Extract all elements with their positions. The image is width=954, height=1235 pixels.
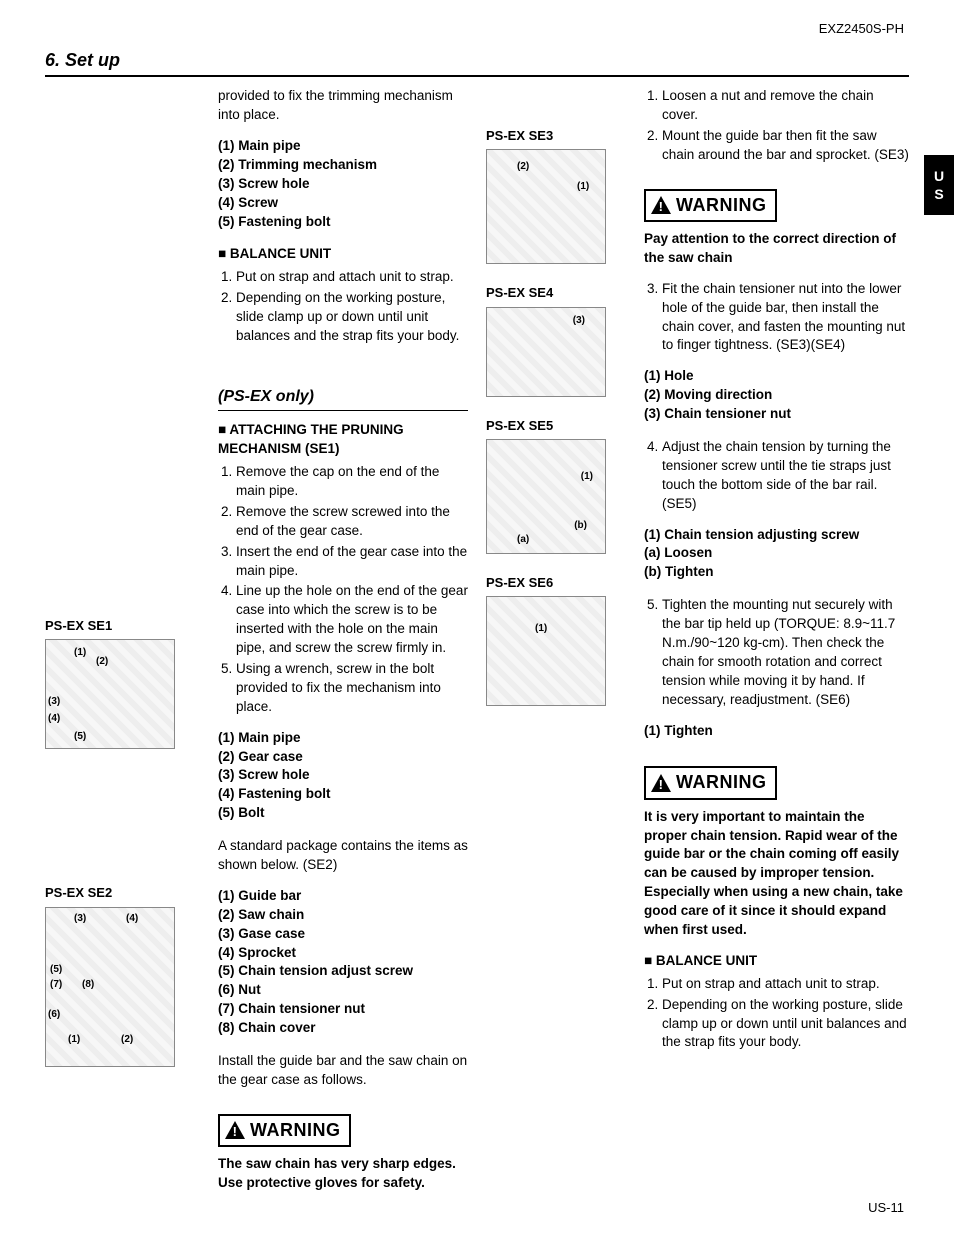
install-step-4: Adjust the chain tension by turning the … [644, 438, 909, 514]
warning-label: WARNING [676, 193, 767, 218]
warning-icon: ! [650, 773, 672, 793]
text-column-2: Loosen a nut and remove the chain cover.… [644, 87, 909, 1199]
step-item: Adjust the chain tension by turning the … [662, 438, 909, 514]
step-item: Remove the cap on the end of the main pi… [236, 463, 468, 501]
psex-title: (PS-EX only) [218, 386, 468, 411]
figure-label: PS-EX SE5 [486, 417, 626, 435]
figure-se6: PS-EX SE6 (1) [486, 574, 626, 706]
figure-se1: PS-EX SE1 (1) (2) (3) (4) (5) [45, 617, 200, 749]
left-figure-column: PS-EX SE1 (1) (2) (3) (4) (5) PS-EX SE2 … [45, 87, 200, 1199]
figure-image: (3) (4) (5) (7) (8) (6) (1) (2) [45, 907, 175, 1067]
parts-list-e: (1) Chain tension adjusting screw (a) Lo… [644, 526, 909, 583]
parts-list-c: (1) Guide bar (2) Saw chain (3) Gase cas… [218, 887, 468, 1038]
figure-se5: PS-EX SE5 (1) (a) (b) [486, 417, 626, 554]
intro-text: provided to fix the trimming mechanism i… [218, 87, 468, 125]
step-item: Insert the end of the gear case into the… [236, 543, 468, 581]
figure-label: PS-EX SE2 [45, 884, 200, 902]
parts-list-a: (1) Main pipe (2) Trimming mechanism (3)… [218, 137, 468, 231]
side-tab: US [924, 155, 954, 215]
document-id: EXZ2450S-PH [819, 20, 904, 38]
figure-label: PS-EX SE6 [486, 574, 626, 592]
attach-heading: ATTACHING THE PRUNING MECHANISM (SE1) [218, 421, 468, 459]
step-item: Put on strap and attach unit to strap. [662, 975, 909, 994]
page-number: US-11 [868, 1199, 904, 1217]
install-intro: Install the guide bar and the saw chain … [218, 1052, 468, 1090]
step-item: Line up the hole on the end of the gear … [236, 582, 468, 658]
step-item: Tighten the mounting nut securely with t… [662, 596, 909, 709]
figure-se3: PS-EX SE3 (2) (1) [486, 127, 626, 264]
warning-box: ! WARNING [218, 1114, 351, 1147]
figure-image: (1) (a) (b) [486, 439, 606, 554]
step-item: Mount the guide bar then fit the saw cha… [662, 127, 909, 165]
step-item: Depending on the working posture, slide … [236, 289, 468, 346]
warning-text: Pay attention to the correct direction o… [644, 230, 909, 268]
figure-image: (1) (2) (3) (4) (5) [45, 639, 175, 749]
warning-icon: ! [224, 1120, 246, 1140]
warning-icon: ! [650, 195, 672, 215]
section-title: 6. Set up [45, 48, 909, 77]
balance-heading: BALANCE UNIT [644, 952, 909, 971]
install-steps-a: Loosen a nut and remove the chain cover.… [644, 87, 909, 165]
text-column-1: provided to fix the trimming mechanism i… [218, 87, 468, 1199]
package-intro: A standard package contains the items as… [218, 837, 468, 875]
figure-image: (2) (1) [486, 149, 606, 264]
balance-steps: Put on strap and attach unit to strap. D… [644, 975, 909, 1053]
figure-label: PS-EX SE1 [45, 617, 200, 635]
balance-heading: BALANCE UNIT [218, 245, 468, 264]
warning-box: ! WARNING [644, 766, 777, 799]
install-step-5: Tighten the mounting nut securely with t… [644, 596, 909, 709]
figure-se2: PS-EX SE2 (3) (4) (5) (7) (8) (6) (1) (2… [45, 884, 200, 1066]
svg-text:!: ! [659, 199, 664, 214]
balance-steps: Put on strap and attach unit to strap. D… [218, 268, 468, 346]
warning-label: WARNING [676, 770, 767, 795]
figure-image: (3) [486, 307, 606, 397]
figure-label: PS-EX SE4 [486, 284, 626, 302]
step-item: Remove the screw screwed into the end of… [236, 503, 468, 541]
page-body: PS-EX SE1 (1) (2) (3) (4) (5) PS-EX SE2 … [45, 87, 909, 1199]
step-item: Using a wrench, screw in the bolt provid… [236, 660, 468, 717]
step-item: Fit the chain tensioner nut into the low… [662, 280, 909, 356]
step-item: Put on strap and attach unit to strap. [236, 268, 468, 287]
parts-list-f: (1) Tighten [644, 722, 909, 741]
svg-text:!: ! [659, 777, 664, 792]
warning-text: It is very important to maintain the pro… [644, 808, 909, 940]
svg-text:!: ! [233, 1124, 238, 1139]
parts-list-d: (1) Hole (2) Moving direction (3) Chain … [644, 367, 909, 424]
figure-label: PS-EX SE3 [486, 127, 626, 145]
middle-figure-column: PS-EX SE3 (2) (1) PS-EX SE4 (3) PS-EX SE… [486, 87, 626, 1199]
warning-text: The saw chain has very sharp edges. Use … [218, 1155, 468, 1193]
install-step-3: Fit the chain tensioner nut into the low… [644, 280, 909, 356]
figure-image: (1) [486, 596, 606, 706]
attach-steps: Remove the cap on the end of the main pi… [218, 463, 468, 717]
figure-se4: PS-EX SE4 (3) [486, 284, 626, 396]
step-item: Loosen a nut and remove the chain cover. [662, 87, 909, 125]
step-item: Depending on the working posture, slide … [662, 996, 909, 1053]
parts-list-b: (1) Main pipe (2) Gear case (3) Screw ho… [218, 729, 468, 823]
warning-label: WARNING [250, 1118, 341, 1143]
warning-box: ! WARNING [644, 189, 777, 222]
